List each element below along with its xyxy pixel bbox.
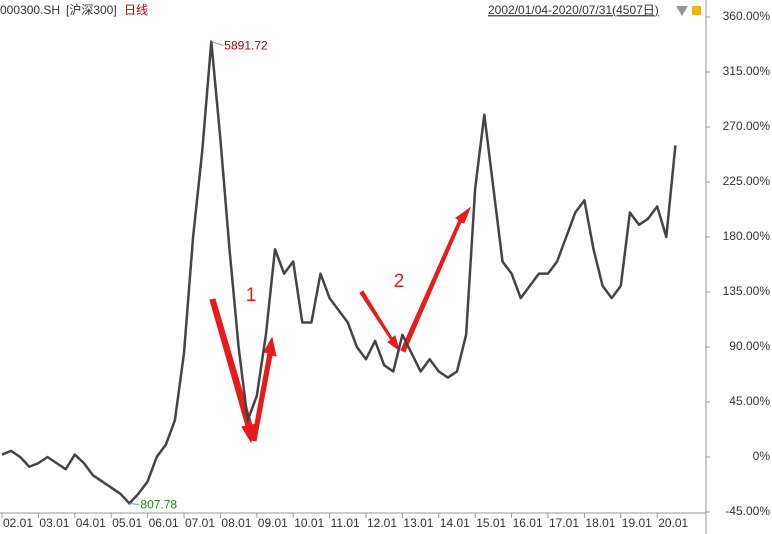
x-tick-label: 16.01	[513, 516, 543, 530]
x-tick-label: 03.01	[39, 516, 69, 530]
arrow	[209, 298, 257, 444]
x-tick-label: 06.01	[149, 516, 179, 530]
x-tick-label: 10.01	[294, 516, 324, 530]
x-tick-label: 11.01	[331, 516, 360, 530]
arrow	[359, 290, 400, 352]
x-tick-label: 14.01	[440, 516, 470, 530]
arrow	[400, 206, 472, 353]
x-tick-label: 20.01	[658, 516, 688, 530]
y-tick-label: -45.00%	[725, 504, 770, 518]
x-tick-label: 12.01	[367, 516, 397, 530]
lock-icon[interactable]	[692, 6, 701, 15]
x-tick-label: 04.01	[76, 516, 106, 530]
y-tick-label: 315.00%	[723, 64, 771, 78]
x-tick-label: 09.01	[258, 516, 288, 530]
date-range[interactable]: 2002/01/04-2020/07/31(4507日)	[488, 3, 659, 17]
x-tick-label: 02.01	[3, 516, 33, 530]
y-tick-label: 360.00%	[723, 9, 771, 23]
y-tick-label: 45.00%	[729, 394, 770, 408]
max-leader	[211, 40, 224, 46]
dropdown-icon[interactable]	[676, 6, 688, 16]
y-tick-label: 135.00%	[723, 284, 771, 298]
max-label: 5891.72	[224, 39, 268, 53]
y-tick-label: 90.00%	[729, 339, 770, 353]
x-tick-label: 07.01	[185, 516, 215, 530]
x-tick-label: 15.01	[476, 516, 506, 530]
min-leader	[129, 502, 140, 505]
annotation: 1	[246, 285, 257, 306]
x-tick-label: 08.01	[221, 516, 251, 530]
period[interactable]: 日线	[124, 3, 148, 17]
y-tick-label: 180.00%	[723, 229, 771, 243]
price-line	[1, 40, 677, 505]
x-tick-label: 18.01	[585, 516, 615, 530]
min-label: 807.78	[140, 498, 177, 512]
arrows	[209, 206, 472, 444]
y-tick-label: 270.00%	[723, 119, 771, 133]
annotation: 2	[394, 271, 405, 292]
index-name: [沪深300]	[66, 3, 117, 17]
x-tick-label: 05.01	[112, 516, 142, 530]
y-tick-label: 0%	[753, 449, 771, 463]
x-tick-label: 19.01	[622, 516, 652, 530]
y-tick-label: 225.00%	[723, 174, 771, 188]
x-tick-label: 13.01	[403, 516, 433, 530]
code: 000300.SH	[0, 3, 60, 17]
arrow	[251, 336, 277, 442]
x-tick-label: 17.01	[549, 516, 579, 530]
